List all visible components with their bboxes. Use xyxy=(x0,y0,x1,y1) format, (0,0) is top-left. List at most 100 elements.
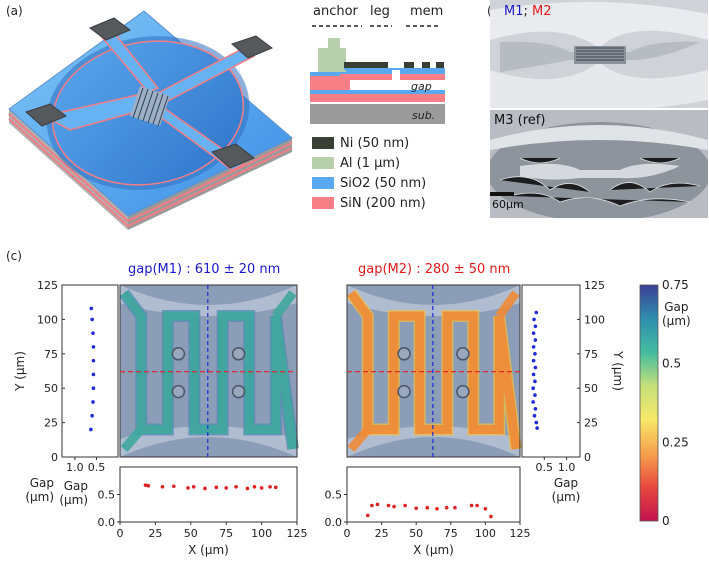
gap-map-hole xyxy=(231,347,246,361)
side-profile-point xyxy=(91,358,96,363)
x-tick-label: 75 xyxy=(444,527,458,540)
stack-column-anchor: anchor xyxy=(313,4,358,19)
side-profile-tick-label: 1.0 xyxy=(558,461,576,474)
side-profile-point xyxy=(534,420,539,425)
y-tick-label: 0 xyxy=(51,451,58,464)
bottom-profile-tick-label: 0.5 xyxy=(98,489,116,502)
y-tick-label: 0 xyxy=(584,451,591,464)
side-profile-point xyxy=(532,317,536,322)
legend-swatch-sio2 xyxy=(312,177,334,189)
bottom-profile-point xyxy=(143,483,148,487)
side-profile-frame xyxy=(521,284,581,458)
side-profile-xlabel-unit: (μm) xyxy=(552,490,581,504)
side-profile-point xyxy=(91,372,96,377)
side-profile-point xyxy=(531,345,536,349)
legend-label-al: Al (1 μm) xyxy=(340,155,401,171)
side-profile-point xyxy=(533,338,538,342)
side-profile-tick-label: 1.0 xyxy=(66,461,84,474)
bottom-profile-frame xyxy=(346,466,521,523)
bottom-profile-tick-label: 0.0 xyxy=(98,516,116,529)
bottom-profile-point xyxy=(245,486,250,491)
bottom-profile-point xyxy=(475,503,479,508)
bottom-profile-ylabel-m1: Gap xyxy=(64,479,88,493)
side-profile-xlabel-unit: (μm) xyxy=(25,490,54,504)
bottom-profile-point xyxy=(160,485,165,489)
colorbar-tick-label: 0.5 xyxy=(662,357,681,371)
side-profile-point xyxy=(531,400,535,404)
bottom-profile-point xyxy=(414,506,419,511)
bottom-profile-point xyxy=(392,504,396,509)
panel-label-a: (a) xyxy=(6,4,23,18)
y-tick-label: 125 xyxy=(37,279,58,292)
gap-map-edge-top xyxy=(347,285,520,316)
bottom-profile-point xyxy=(214,485,219,490)
stack-column-leg: leg xyxy=(370,4,390,19)
legend-item-al: Al (1 μm) xyxy=(312,153,426,173)
x-tick-label: 25 xyxy=(148,527,162,540)
side-profile-point xyxy=(533,407,538,411)
bottom-profile-point xyxy=(203,486,207,491)
side-profile-xlabel: Gap xyxy=(30,476,54,490)
side-profile-point xyxy=(533,324,538,329)
bottom-profile-point xyxy=(489,514,493,519)
side-profile-tick-label: 0.5 xyxy=(88,461,106,474)
bottom-profile-point xyxy=(469,503,474,508)
x-tick-label: 50 xyxy=(409,527,423,540)
bottom-profile-ylabel-unit-m1: (μm) xyxy=(59,493,88,507)
gap-map-hole xyxy=(456,347,470,361)
side-profile-frame xyxy=(61,284,119,458)
side-profile-point xyxy=(531,372,536,377)
device-illustration xyxy=(8,10,293,230)
x-tick-label: 125 xyxy=(510,527,531,540)
side-profile-point xyxy=(89,306,94,311)
side-profile-point xyxy=(533,379,537,384)
side-profile-tick-label: 0.5 xyxy=(536,461,554,474)
side-profile-point xyxy=(90,413,94,418)
gap-map-frame xyxy=(346,284,521,458)
bottom-profile-point xyxy=(370,503,374,508)
bottom-profile-point xyxy=(234,485,238,489)
y-tick-label: 100 xyxy=(37,313,58,326)
stack-column-mem: mem xyxy=(410,4,444,19)
bottom-profile-point xyxy=(483,507,488,511)
legend-swatch-sin xyxy=(312,197,334,209)
sem-image-top xyxy=(490,0,708,108)
sem-top-label: M1; M2 xyxy=(504,4,552,19)
side-profile-point xyxy=(90,317,94,322)
bottom-profile-tick-label: 0.5 xyxy=(325,489,343,502)
side-profile-xlabel: Gap xyxy=(554,476,578,490)
colorbar-title-line1: Gap xyxy=(664,300,689,314)
side-profile-point xyxy=(535,426,539,430)
sem-scale-bar-label: 60μm xyxy=(492,198,524,211)
colorbar-tick-label: 0.75 xyxy=(662,278,689,292)
x-tick-label: 100 xyxy=(251,527,272,540)
sem-label-m2: M2 xyxy=(532,4,552,19)
chart-title-m1: gap(M1) : 610 ± 20 nm xyxy=(128,262,281,277)
side-profile-point xyxy=(533,352,537,356)
bottom-profile-point xyxy=(375,502,380,507)
panel-label-c: (c) xyxy=(6,249,22,263)
layer-legend: Ni (50 nm) Al (1 μm) SiO2 (50 nm) SiN (2… xyxy=(312,133,426,213)
x-axis-label: X (μm) xyxy=(188,543,229,557)
gap-map-hole xyxy=(397,384,411,399)
gap-map-corner-legs xyxy=(347,290,520,452)
bottom-profile-point xyxy=(172,484,176,489)
colorbar-title: Gap (μm) xyxy=(662,300,691,328)
x-tick-label: 25 xyxy=(375,527,389,540)
y-tick-label: 50 xyxy=(584,382,598,395)
side-profile-point xyxy=(534,310,539,315)
x-tick-label: 0 xyxy=(117,527,124,540)
bottom-profile-point xyxy=(252,485,257,489)
bottom-profile-point xyxy=(444,505,449,510)
gap-map-hole xyxy=(456,384,470,399)
side-profile-point xyxy=(91,400,95,404)
side-profile-point xyxy=(532,413,537,418)
stack-gap-label: gap xyxy=(411,80,432,93)
y-tick-label: 100 xyxy=(584,313,605,326)
legend-swatch-al xyxy=(312,157,334,169)
side-profile-point xyxy=(531,358,536,363)
bottom-profile-point xyxy=(365,513,370,518)
bottom-profile-point xyxy=(386,503,391,508)
side-profile-point xyxy=(531,386,535,391)
